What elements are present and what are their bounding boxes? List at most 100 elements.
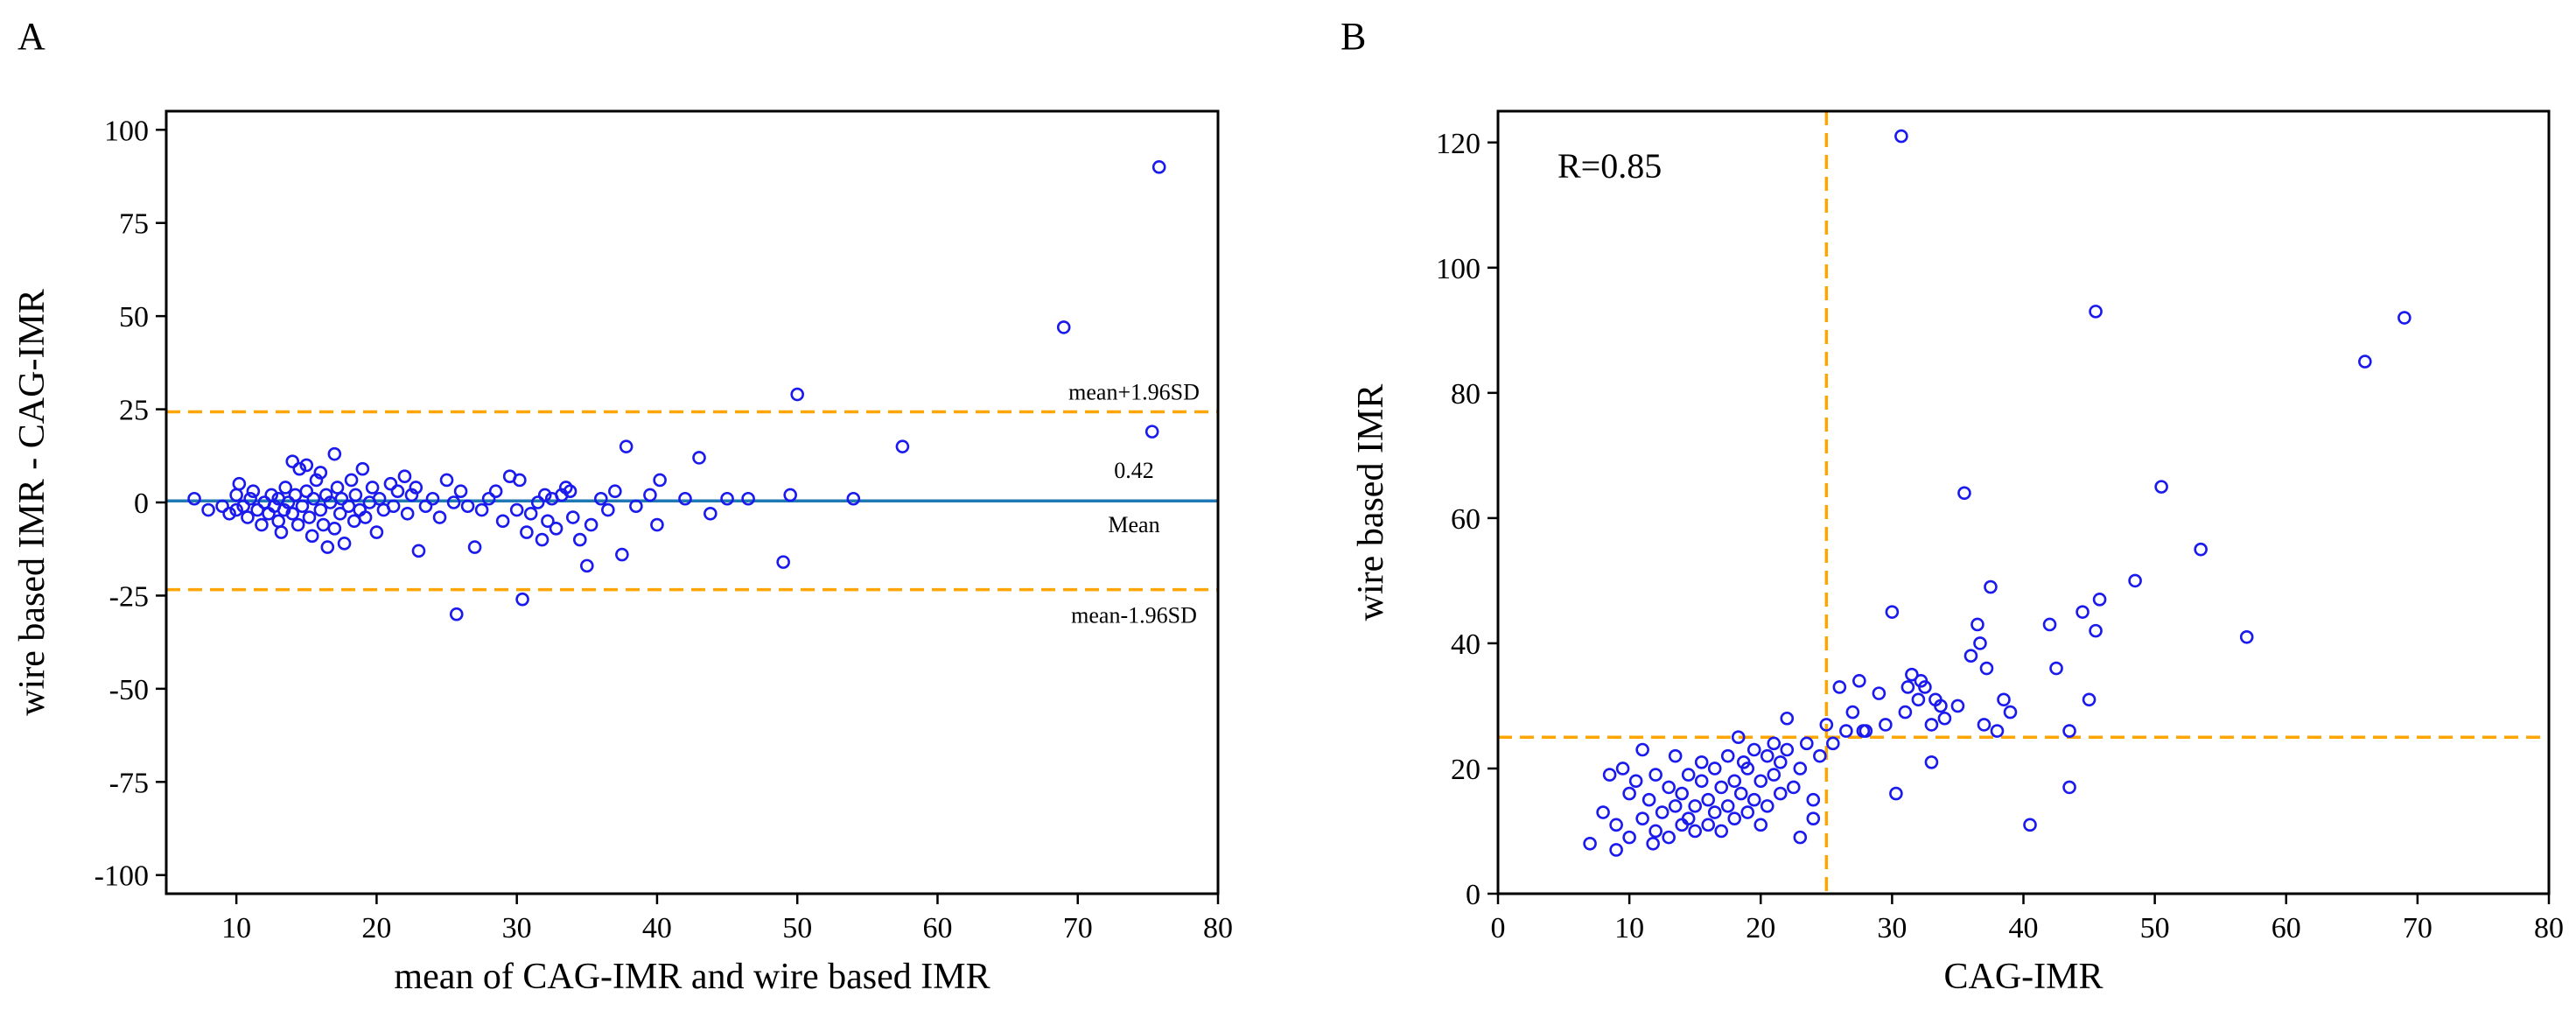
data-point xyxy=(229,502,243,517)
data-point xyxy=(1675,786,1689,801)
data-point xyxy=(313,502,328,517)
data-point xyxy=(2076,605,2090,619)
data-point xyxy=(1602,768,1617,782)
data-point xyxy=(236,499,250,514)
data-point xyxy=(523,506,538,521)
data-point xyxy=(425,491,440,506)
data-point xyxy=(692,451,706,465)
reference-label-mean+1.96SD: mean+1.96SD xyxy=(1068,380,1200,405)
x-tick-label: 80 xyxy=(2534,912,2564,944)
data-point xyxy=(549,521,564,536)
data-point xyxy=(418,499,433,514)
y-tick-label: -25 xyxy=(109,580,149,613)
x-tick-label: 40 xyxy=(2009,912,2039,944)
data-point xyxy=(355,461,370,476)
data-point xyxy=(2049,661,2063,676)
correlation-annotation: R=0.85 xyxy=(1558,146,1662,186)
x-tick-label: 20 xyxy=(1746,912,1775,944)
data-point xyxy=(1793,762,1808,776)
data-point xyxy=(1754,774,1768,789)
data-point xyxy=(1707,762,1722,776)
data-point xyxy=(344,473,359,488)
data-point xyxy=(1609,843,1623,857)
data-point xyxy=(278,481,293,495)
data-point xyxy=(1720,799,1735,813)
data-point xyxy=(1648,768,1662,782)
data-point xyxy=(1767,736,1782,751)
data-point xyxy=(229,488,243,502)
data-point xyxy=(285,506,300,521)
x-tick-label: 50 xyxy=(2140,912,2170,944)
data-point xyxy=(1583,836,1597,851)
data-point xyxy=(222,506,236,521)
y-tick-label: 40 xyxy=(1451,628,1480,661)
mean-line-label: Mean xyxy=(1108,512,1159,537)
data-point xyxy=(2154,480,2168,494)
data-point xyxy=(1746,742,1761,757)
data-point xyxy=(1819,718,1834,732)
data-point xyxy=(1152,160,1166,174)
data-point xyxy=(846,491,861,506)
y-tick-label: 60 xyxy=(1451,503,1480,536)
data-point xyxy=(1754,818,1768,832)
data-point xyxy=(400,506,415,521)
data-point xyxy=(650,517,664,532)
data-point xyxy=(271,514,286,529)
data-point xyxy=(720,491,734,506)
data-point xyxy=(1780,742,1795,757)
data-point xyxy=(1793,830,1808,845)
data-point xyxy=(1622,830,1636,845)
data-point xyxy=(274,525,289,539)
y-tick-label: 50 xyxy=(119,301,149,333)
data-point xyxy=(201,502,215,517)
data-point xyxy=(1879,718,1893,732)
x-tick-label: 50 xyxy=(782,912,812,944)
data-point xyxy=(397,469,412,484)
data-point xyxy=(309,473,324,488)
data-point xyxy=(619,439,634,453)
data-point xyxy=(1937,711,1952,726)
data-point xyxy=(594,491,608,506)
data-point xyxy=(1655,805,1670,819)
data-point xyxy=(299,484,314,499)
data-point xyxy=(304,529,319,544)
data-point xyxy=(541,514,555,529)
data-point xyxy=(537,488,552,502)
data-point xyxy=(187,491,201,506)
data-point xyxy=(530,495,545,509)
data-point xyxy=(318,488,333,502)
data-point xyxy=(1694,755,1709,769)
data-point xyxy=(2089,623,2103,638)
y-tick-label: 75 xyxy=(119,208,149,241)
data-point xyxy=(292,461,307,476)
data-point xyxy=(1681,811,1696,825)
data-point xyxy=(332,506,347,521)
data-point xyxy=(572,532,587,547)
data-point xyxy=(241,510,255,524)
data-point xyxy=(2398,311,2412,325)
x-tick-label: 80 xyxy=(1203,912,1233,944)
data-point xyxy=(295,499,310,514)
data-point xyxy=(474,502,489,517)
x-tick-label: 0 xyxy=(1491,912,1506,944)
y-tick-label: 100 xyxy=(104,115,149,147)
reference-label-mean-1.96SD: mean-1.96SD xyxy=(1071,603,1197,628)
data-point xyxy=(2062,724,2076,738)
data-point xyxy=(2092,593,2107,607)
data-point xyxy=(1662,780,1676,795)
data-point xyxy=(653,473,667,488)
data-point xyxy=(1934,699,1948,713)
data-point xyxy=(565,510,580,524)
panel-label-a: A xyxy=(18,15,46,58)
data-point xyxy=(337,537,352,551)
data-point xyxy=(1694,774,1709,789)
data-point xyxy=(409,481,424,495)
x-tick-label: 20 xyxy=(361,912,391,944)
x-tick-label: 10 xyxy=(1614,912,1644,944)
data-point xyxy=(1646,836,1660,851)
data-point xyxy=(1701,792,1715,807)
data-point xyxy=(1727,774,1742,789)
data-point xyxy=(290,517,305,532)
data-point xyxy=(1924,718,1939,732)
